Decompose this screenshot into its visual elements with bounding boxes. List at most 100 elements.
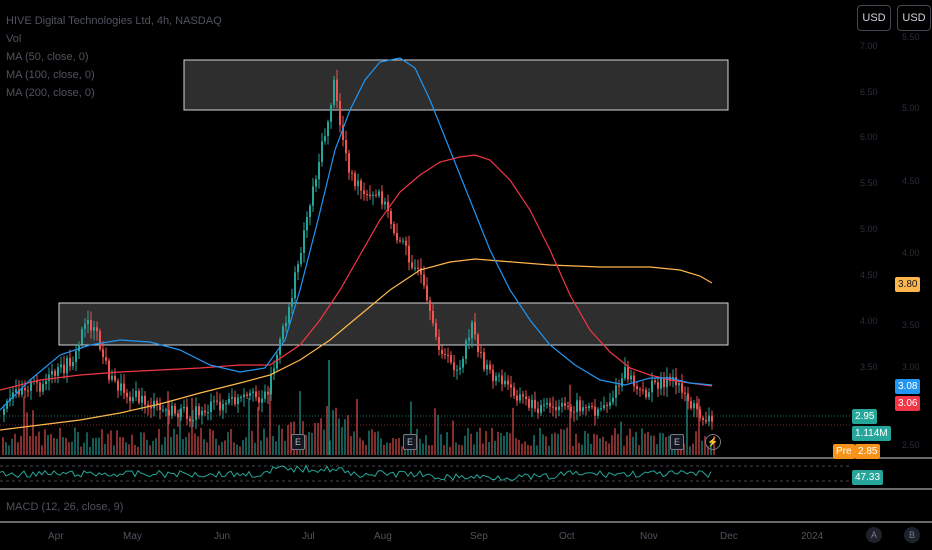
candle-body	[36, 381, 38, 383]
volume-bar	[251, 430, 253, 455]
candle-body	[555, 407, 557, 411]
price-tick: 4.50	[902, 176, 920, 186]
candle-body	[432, 310, 434, 324]
auto-scale-button[interactable]: A	[866, 527, 882, 543]
ma50-line	[0, 57, 713, 411]
volume-bar	[410, 401, 412, 455]
candle-body	[84, 324, 86, 329]
legend-ma100[interactable]: MA (100, close, 0)	[6, 69, 95, 81]
candle-body	[3, 408, 5, 415]
candle-body	[543, 404, 545, 406]
candle-body	[603, 405, 605, 409]
legend-ma50[interactable]: MA (50, close, 0)	[6, 51, 89, 63]
candle-body	[222, 404, 224, 411]
macd-legend[interactable]: MACD (12, 26, close, 9)	[6, 501, 124, 513]
volume-bar	[545, 436, 547, 455]
volume-bar	[68, 442, 70, 455]
currency-button-left[interactable]: USD	[857, 5, 891, 31]
price-tick: 3.50	[902, 320, 920, 330]
volume-bar	[461, 445, 463, 455]
volume-bar	[77, 432, 79, 455]
rsi-line	[0, 464, 712, 481]
candle-body	[237, 397, 239, 405]
candle-body	[438, 336, 440, 350]
candle-body	[666, 376, 668, 388]
volume-bar	[683, 443, 685, 455]
volume-bar	[320, 418, 322, 455]
candle-body	[681, 383, 683, 393]
earnings-icon[interactable]: E	[403, 434, 417, 450]
volume-bar	[608, 443, 610, 455]
time-tick: Jul	[302, 531, 315, 542]
volume-bar	[101, 429, 103, 455]
earnings-icon[interactable]: E	[670, 434, 684, 450]
earnings-icon[interactable]: E	[291, 434, 305, 450]
volume-bar	[305, 434, 307, 455]
candle-body	[540, 405, 542, 414]
candle-body	[648, 392, 650, 398]
volume-bar	[644, 433, 646, 455]
candle-body	[597, 409, 599, 416]
volume-bar	[155, 438, 157, 455]
price-tick: 4.50	[860, 270, 878, 280]
candle-body	[588, 406, 590, 409]
time-tick: Jun	[214, 531, 231, 542]
volume-bar	[374, 432, 376, 455]
volume-bar	[695, 431, 697, 455]
candle-body	[186, 406, 188, 419]
volume-bar	[149, 445, 151, 455]
volume-bar	[401, 446, 403, 455]
candle-body	[654, 380, 656, 383]
candle-body	[546, 403, 548, 405]
volume-bar	[92, 438, 94, 455]
volume-bar	[647, 431, 649, 455]
volume-bar	[635, 431, 637, 455]
volume-bar	[584, 430, 586, 455]
candle-body	[204, 410, 206, 413]
candle-body	[150, 406, 152, 409]
volume-bar	[590, 443, 592, 455]
volume-bar	[146, 439, 148, 455]
candle-body	[99, 331, 101, 350]
candle-body	[489, 364, 491, 370]
volume-bar	[611, 435, 613, 455]
time-tick: May	[123, 531, 142, 542]
ma50-price-tag: 3.08	[895, 379, 921, 394]
currency-button-right[interactable]: USD	[897, 5, 931, 31]
volume-bar	[617, 433, 619, 455]
candle-body	[231, 397, 233, 399]
candle-body	[372, 194, 374, 197]
ma100-line	[0, 154, 713, 391]
ma100-price-tag: 3.06	[895, 396, 921, 411]
candle-body	[60, 364, 62, 368]
legend-ma200[interactable]: MA (200, close, 0)	[6, 87, 95, 99]
candle-body	[579, 400, 581, 412]
candle-body	[15, 389, 17, 393]
candle-body	[327, 121, 329, 137]
candle-body	[141, 395, 143, 403]
volume-bar	[341, 427, 343, 455]
legend-volume[interactable]: Vol	[6, 33, 22, 45]
candle-body	[450, 355, 452, 363]
candle-body	[522, 394, 524, 397]
candle-body	[384, 201, 386, 205]
volume-bar	[62, 437, 64, 455]
volume-bar	[203, 439, 205, 455]
candle-body	[345, 140, 347, 154]
volume-bar	[347, 415, 349, 455]
lightning-icon[interactable]: ⚡	[705, 434, 721, 450]
volume-bar	[116, 430, 118, 455]
candle-body	[24, 387, 26, 391]
volume-bar	[182, 439, 184, 455]
volume-bar	[131, 434, 133, 455]
symbol-title[interactable]: HIVE Digital Technologies Ltd, 4h, NASDA…	[6, 15, 222, 27]
scale-b-button[interactable]: B	[904, 527, 920, 543]
volume-bar	[5, 442, 7, 455]
candle-body	[288, 306, 290, 323]
volume-bar	[53, 437, 55, 455]
volume-bar	[65, 437, 67, 455]
volume-bar	[224, 440, 226, 455]
volume-bar	[356, 398, 358, 455]
